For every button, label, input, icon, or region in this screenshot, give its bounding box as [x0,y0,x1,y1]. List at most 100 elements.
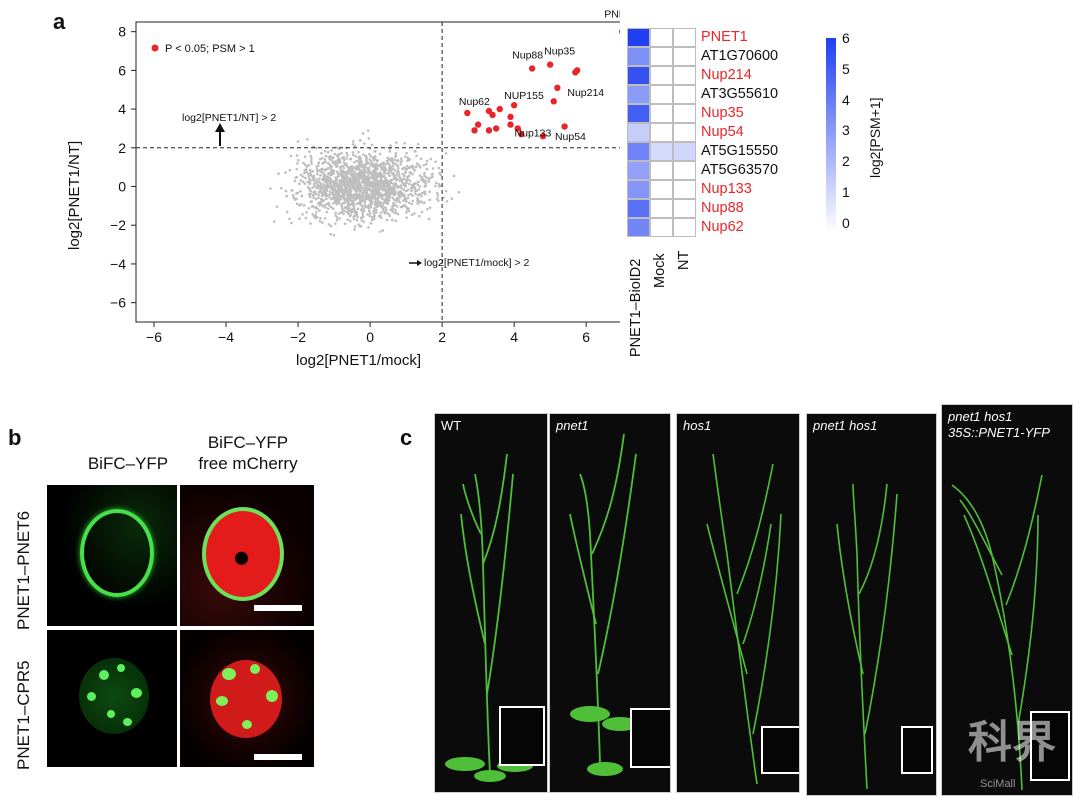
y-tick-label: 4 [118,101,126,117]
labeled-point [539,132,547,140]
protein-point [403,174,406,178]
protein-point [329,224,333,228]
plant-photo-complemented: pnet1 hos1 35S::PNET1-YFP [941,404,1073,796]
protein-point [322,172,326,175]
heatmap-cell [627,123,650,142]
protein-point [413,169,416,172]
protein-point [328,190,332,193]
protein-point [328,163,332,167]
protein-point [408,171,412,175]
protein-point [300,194,304,198]
heatmap-row-label: AT3G55610 [701,86,779,102]
protein-point [351,207,355,211]
point-label: Nup62 [459,96,490,108]
protein-point [364,160,368,163]
protein-point [303,168,306,172]
protein-point [378,171,382,175]
protein-point [358,190,362,194]
protein-point [333,185,336,188]
protein-point [413,187,417,191]
protein-point [397,199,400,202]
protein-point [405,216,408,219]
heatmap-row-label: Nup133 [701,181,752,197]
protein-point [374,173,378,177]
protein-point [351,142,355,146]
protein-point [374,168,377,172]
protein-point [429,157,433,161]
protein-point [320,189,323,193]
protein-point [370,143,374,147]
protein-point [326,161,330,165]
protein-point [288,168,292,172]
protein-point [360,170,364,173]
heatmap-cell [627,199,650,218]
point-label: Nup133 [515,128,552,140]
protein-point [319,203,323,206]
colorbar [826,38,836,232]
protein-point [410,213,414,217]
protein-point [407,207,410,210]
protein-point [323,203,327,207]
heatmap-cell [650,180,673,199]
protein-point [342,166,346,170]
heatmap-cell [650,218,673,237]
protein-point [372,206,376,210]
protein-point [361,194,364,197]
significant-point [496,105,503,113]
protein-point [405,211,408,214]
protein-point [342,193,346,197]
protein-point [323,179,326,183]
protein-point [349,189,353,193]
protein-point [373,201,376,204]
protein-point [401,167,404,171]
protein-point [379,211,383,214]
protein-point [305,170,308,174]
heatmap-cell [673,161,696,180]
protein-point [381,175,385,178]
protein-point [356,194,359,197]
protein-point [414,165,418,169]
protein-point [402,177,406,180]
protein-point [418,193,422,196]
protein-point [331,191,335,195]
protein-point [337,201,341,205]
protein-point [355,192,358,195]
protein-point [358,139,362,142]
panel-c-label: c [400,425,413,450]
protein-point [405,151,408,155]
protein-point [383,169,386,172]
protein-point [285,194,289,198]
protein-point [370,218,374,222]
protein-point [375,159,379,163]
protein-point [332,182,336,186]
protein-point [365,170,368,174]
protein-point [296,140,300,143]
protein-point [331,207,335,211]
threshold-y-text: log2[PNET1/NT] > 2 [182,112,277,124]
protein-point [355,213,359,216]
protein-point [313,190,317,193]
heatmap-col-3: NT [676,250,692,270]
protein-point [337,188,341,191]
protein-point [302,161,305,165]
protein-point [434,184,437,188]
protein-point [394,192,397,196]
protein-point [437,199,440,202]
protein-point [340,178,343,182]
protein-point [416,183,420,186]
micrograph-pnet6-yfp [47,485,177,626]
protein-point [351,153,355,157]
protein-point [309,222,312,225]
protein-point [418,185,422,188]
protein-point [373,192,377,196]
labeled-point [618,29,620,35]
protein-point [314,197,318,201]
protein-point [301,175,305,178]
protein-point [411,183,415,186]
protein-point [416,142,420,146]
protein-point [415,189,418,193]
significant-point [492,125,500,132]
protein-point [316,183,320,187]
x-axis-label: log2[PNET1/mock] [296,352,422,369]
protein-point [329,168,333,171]
